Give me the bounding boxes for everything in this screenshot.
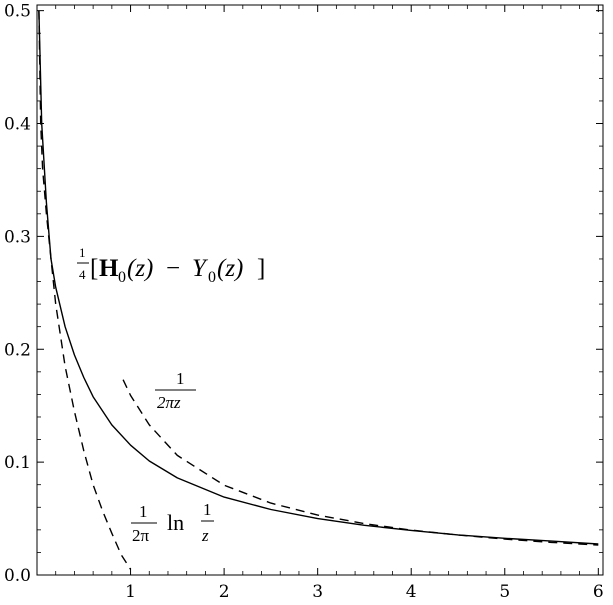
y-tick-label: 0.1: [4, 453, 31, 473]
label-asymptotic: 1 2πz: [155, 369, 196, 412]
log-frac-num: 1: [139, 502, 148, 521]
series-line-2: [122, 379, 599, 546]
log-ln: ln: [167, 510, 184, 535]
struve-sub0: 0: [118, 269, 126, 286]
x-tick-label: 5: [499, 582, 510, 602]
axis-tick-labels: 1 2 3 4 5 6 0.0 0.1 0.2 0.3 0.4 0.5: [4, 2, 604, 602]
x-tick-label: 2: [219, 582, 230, 602]
series-line-1: [38, 10, 132, 570]
struve-bracket-open: [: [90, 255, 98, 282]
struve-frac-num: 1: [79, 245, 86, 260]
struve-z2: (z): [217, 255, 243, 282]
x-tick-label: 1: [125, 582, 136, 602]
y-tick-label: 0.0: [4, 566, 31, 586]
x-tick-label: 3: [312, 582, 323, 602]
x-tick-label: 4: [406, 582, 417, 602]
label-logarithmic: 1 2π ln 1 z: [131, 500, 214, 545]
struve-minus: −: [166, 255, 180, 282]
y-tick-label: 0.3: [4, 227, 31, 247]
struve-frac-den: 4: [79, 267, 86, 282]
struve-bracket-close: ]: [257, 255, 265, 282]
chart-series: [38, 10, 599, 570]
struve-H: H: [99, 255, 119, 282]
y-tick-label: 0.4: [4, 115, 31, 135]
log-frac2-num: 1: [203, 500, 212, 519]
y-tick-label: 0.2: [4, 340, 31, 360]
struve-sub0b: 0: [208, 269, 216, 286]
asym-frac-den: 2πz: [157, 393, 181, 412]
log-frac2-den: z: [201, 526, 209, 545]
axis-ticks: [37, 5, 603, 576]
asym-frac-num: 1: [176, 369, 185, 388]
struve-Y: Y: [192, 255, 209, 282]
label-struve: 1 4 [ H 0 (z) − Y 0 (z) ]: [77, 245, 265, 286]
log-frac-den: 2π: [132, 526, 150, 545]
struve-z1: (z): [127, 255, 153, 282]
y-tick-label: 0.5: [4, 2, 31, 22]
plot-frame: [36, 4, 604, 576]
x-tick-label: 6: [593, 582, 604, 602]
